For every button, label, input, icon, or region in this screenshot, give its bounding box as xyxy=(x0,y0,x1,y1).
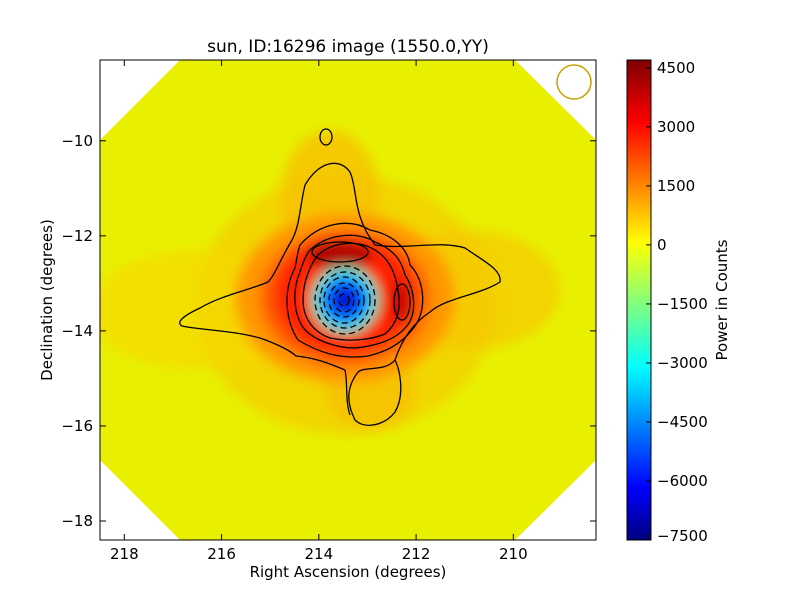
x-tick-label: 212 xyxy=(402,545,431,563)
x-axis-label: Right Ascension (degrees) xyxy=(250,563,447,581)
colorbar-tick-label: 3000 xyxy=(657,118,695,136)
x-tick-label: 216 xyxy=(207,545,236,563)
colorbar-tick-label: 1500 xyxy=(657,177,695,195)
x-axis: 218 216 214 212 210 xyxy=(110,60,528,563)
colorbar-tick-label: −1500 xyxy=(657,295,708,313)
colorbar-tick-label: −3000 xyxy=(657,354,708,372)
chart-title: sun, ID:16296 image (1550.0,YY) xyxy=(207,37,489,57)
heatmap-image xyxy=(100,60,596,540)
x-tick-label: 218 xyxy=(110,545,139,563)
colorbar: 4500 3000 1500 0 −1500 −3000 −4500 −6000 −7500 P… xyxy=(626,59,731,545)
y-tick-label: −16 xyxy=(61,417,93,435)
colorbar-ticks: 4500 3000 1500 0 −1500 −3000 −4500 −6000 −7500 xyxy=(646,59,708,545)
contour-lines xyxy=(179,128,501,426)
colorbar-tick-label: 0 xyxy=(657,236,667,254)
y-axis: −10 −12 −14 −16 −18 xyxy=(61,132,596,530)
y-axis-label: Declination (degrees) xyxy=(38,219,56,381)
colorbar-tick-label: −6000 xyxy=(657,472,708,490)
colorbar-tick-label: 4500 xyxy=(657,59,695,77)
y-tick-label: −14 xyxy=(61,322,93,340)
y-tick-label: −10 xyxy=(61,132,93,150)
colorbar-label: Power in Counts xyxy=(713,239,731,360)
y-tick-label: −18 xyxy=(61,512,93,530)
colorbar-tick-label: −7500 xyxy=(657,527,708,545)
x-tick-label: 210 xyxy=(499,545,528,563)
plot-frame xyxy=(99,59,597,541)
colorbar-gradient xyxy=(626,59,652,541)
y-tick-label: −12 xyxy=(61,227,93,245)
colorbar-tick-label: −4500 xyxy=(657,413,708,431)
x-tick-label: 214 xyxy=(305,545,334,563)
beam-marker xyxy=(556,64,592,100)
